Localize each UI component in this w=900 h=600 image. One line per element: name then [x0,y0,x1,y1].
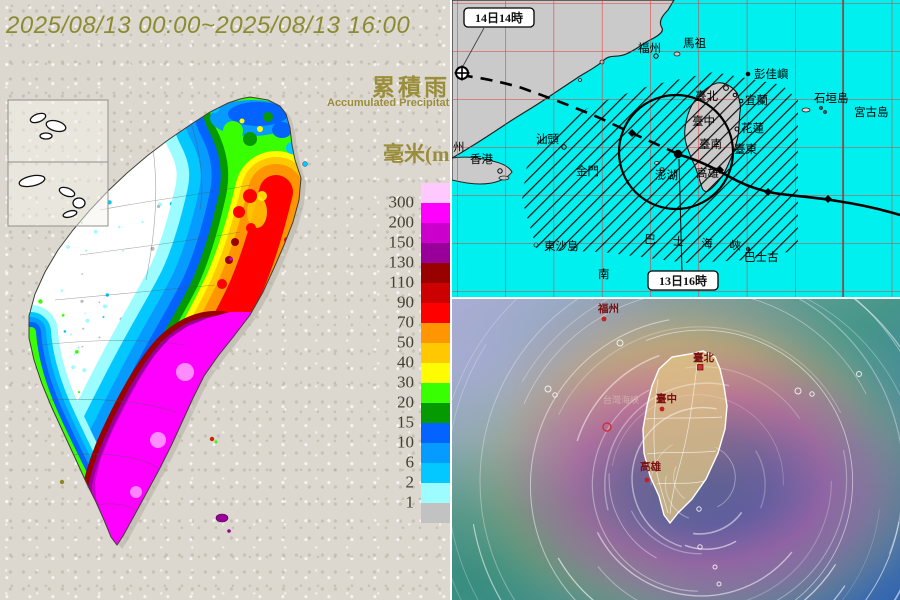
current-time-callout: 13日16時 [647,270,719,291]
legend-label: 20 [397,392,414,412]
legend-swatch [421,303,450,323]
warning-hatch-area [522,72,798,263]
legend-title-en: Accumulated Precipitation [327,97,450,109]
storm-wind-circle [617,93,735,211]
legend-swatch [421,343,450,363]
label-taitung: 臺東 [734,142,757,156]
wind-flow-map: 福州 臺北 臺中 高雄 台灣海峽 [452,299,900,600]
legend-swatch [421,443,450,463]
typhoon-track-panel: 14日14時 13日16時 福州 馬祖 彭佳嶼 臺北 宜蘭 花蓮 臺中 臺南 臺… [452,0,900,297]
legend-label: 150 [388,232,415,252]
legend-label: 10 [397,432,414,452]
wind-label-kaohsiung: 高雄 [640,460,661,473]
label-pengjia: 彭佳嶼 [754,67,789,81]
legend-swatch [421,383,450,403]
rain-legend-scale: 300 200 150 130 110 90 70 50 40 30 20 15 10 6 2 1 [388,183,450,523]
legend-title-zh: 累積雨量 [372,75,450,100]
label-nan: 南 [598,267,610,281]
typhoon-past-track [679,153,900,217]
legend-label: 30 [397,372,414,392]
city-dots [497,53,751,174]
label-yilan: 宜蘭 [745,93,768,107]
legend-label: 90 [397,292,414,312]
legend-swatch [421,323,450,343]
legend-label: 2 [405,472,415,492]
outlying-island-insets [7,99,109,227]
current-time-label: 13日16時 [659,273,707,288]
wind-label-taipei: 臺北 [693,351,714,364]
legend-swatch [421,483,450,503]
label-fuzhou: 福州 [638,41,661,55]
legend-label: 15 [397,412,414,432]
wind-streamlines [452,299,900,600]
label-miyako: 宮古島 [854,105,889,119]
legend-swatch [421,223,450,243]
wind-label-strait: 台灣海峽 [603,394,639,405]
legend-swatch [421,503,450,523]
label-dongsha: 東沙島 [544,239,579,253]
wind-taiwan-island [642,350,728,525]
rain-period-title: 2025/08/13 00:00~2025/08/13 16:00 [6,12,411,39]
legend-unit: 毫米(mm) [383,142,450,166]
legend-swatch [421,423,450,443]
label-zhou: 州 [453,141,465,154]
label-kinmen: 金門 [576,164,599,178]
legend-swatch [421,243,450,263]
legend-label: 1 [405,492,415,512]
wind-place-labels: 福州 臺北 臺中 高雄 台灣海峽 [597,302,714,473]
forecast-time-callout: 14日14時 [463,7,535,28]
label-taipei: 臺北 [695,89,718,103]
legend-label: 50 [397,332,414,352]
label-hualien: 花蓮 [741,121,764,135]
legend-label: 130 [388,252,415,272]
alert-ring-marker [602,422,612,432]
legend-swatch [421,283,450,303]
wind-label-taichung: 臺中 [656,392,677,405]
wind-label-fuzhou: 福州 [597,302,619,315]
legend-label: 6 [405,452,415,472]
track-place-labels: 福州 馬祖 彭佳嶼 臺北 宜蘭 花蓮 臺中 臺南 臺東 高雄 澎湖 金門 汕頭 … [453,36,889,281]
label-kaohsiung: 高雄 [696,166,719,180]
legend-swatch [421,183,450,203]
legend-label: 40 [397,352,414,372]
current-label-leader [678,158,683,273]
wind-city-markers [601,316,704,483]
legend-label: 70 [397,312,414,332]
label-ishigaki: 石垣島 [814,91,849,105]
track-point-markers [628,129,832,203]
label-tainan: 臺南 [699,137,722,151]
offshore-islands [59,161,308,533]
legend-swatch [421,203,450,223]
forecast-position-icon [454,27,485,81]
wind-islets [544,339,862,587]
label-basco: 巴士古 [744,250,779,264]
legend-label: 200 [388,212,415,232]
legend-label: 300 [388,192,415,212]
island-roads [645,356,723,515]
legend-swatch [421,363,450,383]
typhoon-track-map: 14日14時 13日16時 福州 馬祖 彭佳嶼 臺北 宜蘭 花蓮 臺中 臺南 臺… [452,0,900,297]
forecast-time-label: 14日14時 [475,10,523,25]
taiwan-rainfall-map [7,96,308,549]
typhoon-center-marker [673,149,683,159]
legend-label: 110 [389,272,414,292]
label-matsu: 馬祖 [683,36,706,50]
legend-swatch [421,403,450,423]
label-shantou: 汕頭 [536,133,559,146]
legend-swatch [421,263,450,283]
wind-flow-panel: 福州 臺北 臺中 高雄 台灣海峽 [452,299,900,600]
legend-swatch [421,463,450,483]
label-taichung: 臺中 [692,114,715,128]
rain-accumulation-panel: 2025/08/13 00:00~2025/08/13 16:00 [0,0,450,600]
label-hongkong: 香港 [470,153,493,166]
label-penghu: 澎湖 [655,168,678,182]
